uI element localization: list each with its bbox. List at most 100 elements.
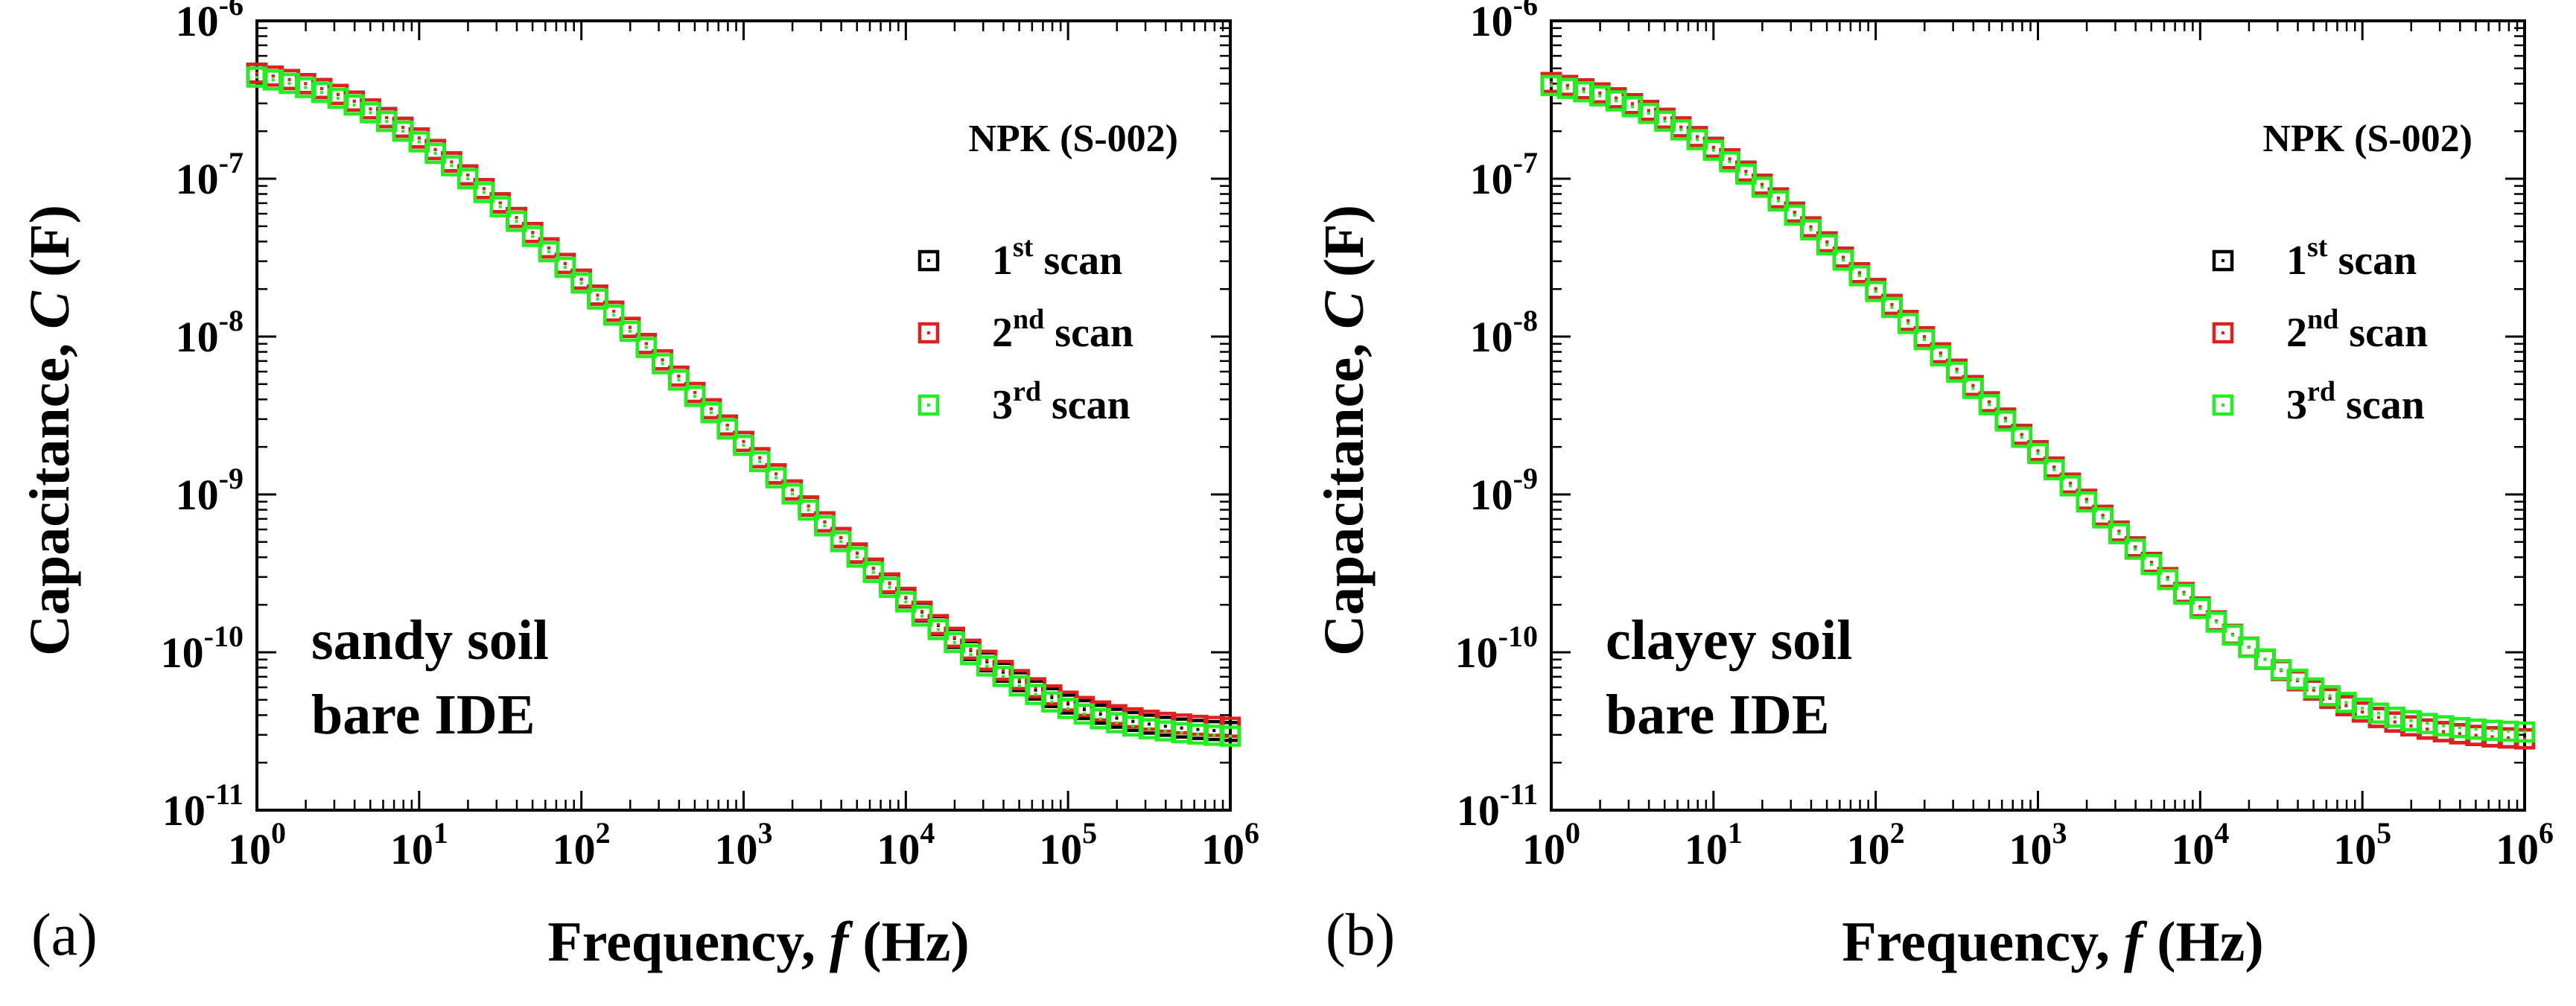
legend-sup: nd [1013,304,1044,335]
data-point-dot [482,191,486,194]
tick-base: 10 [1470,155,1513,203]
legend-marker-dot [2222,404,2224,407]
x-tick-label: 102 [553,816,611,873]
data-point-dot [2361,707,2364,710]
data-point-dot [2198,607,2202,611]
data-point-dot [1148,727,1151,730]
data-point-dot [2393,716,2397,719]
data-point-dot [693,391,697,395]
data-point-dot [2507,736,2510,739]
data-point-dot [1793,213,1796,217]
data-point-dot [2458,732,2461,736]
legend-marker-dot [927,404,930,407]
x-tick-label: 105 [2333,816,2391,873]
legend-sup: rd [2307,376,2335,407]
data-point [1735,163,1757,185]
legend-label-2: 2nd scan [2286,304,2428,356]
data-point-dot [855,555,859,559]
x-tick-label: 100 [1522,816,1580,873]
data-point-dot [1066,702,1070,706]
x-tick-label: 101 [1685,816,1743,873]
legend-marker-2 [917,322,940,344]
data-point-dot [2003,416,2007,420]
data-point-dot [1115,716,1119,720]
data-point-dot [2134,545,2137,549]
data-point-dot [888,585,891,589]
data-point-dot [1647,112,1650,115]
tick-base: 10 [715,825,758,873]
data-point-dot [1002,669,1005,672]
x-axis-title-base: Frequency, [1842,911,2124,973]
tick-base: 10 [1457,786,1500,835]
tick-base: 10 [553,825,596,873]
data-point-dot [2312,686,2315,690]
sample-label-line: bare IDE [1606,684,1830,746]
legend-sup: st [1013,232,1034,263]
data-point [830,531,852,553]
x-tick-label: 101 [390,816,448,873]
data-point [1832,249,1854,271]
legend-num: 3 [992,382,1013,428]
data-point-dot [742,444,745,448]
y-axis-unit: (F) [1313,205,1376,291]
tick-exponent: -11 [206,777,244,811]
data-point-dot [401,126,405,130]
data-point-dot [515,220,518,223]
x-axis-title: Frequency, f (Hz) [547,911,969,973]
data-point-dot [888,581,891,585]
x-ticks [255,21,1232,810]
y-axis-title: Capacitance, C (F) [1313,205,1376,656]
y-tick-label: 10-10 [1455,620,1538,677]
data-point [602,304,625,326]
data-point-dot [466,177,470,181]
data-point-dot [2052,468,2056,471]
data-point-dot [1098,717,1102,721]
y-tick-label: 10-6 [176,0,244,45]
tick-base: 10 [176,313,219,361]
tick-base: 10 [1201,825,1244,873]
data-point-dot [2474,728,2478,731]
data-point [635,337,658,358]
data-point-dot [2182,592,2186,596]
tick-exponent: 4 [2214,816,2229,850]
data-point-dot [1598,94,1602,98]
data-point-dot [304,86,308,89]
tick-base: 10 [1470,313,1513,361]
data-point-dot [271,78,275,82]
data-point-dot [709,407,713,411]
tick-exponent: -8 [219,304,244,337]
data-point-dot [1696,138,1699,141]
data-point-dot [531,235,535,238]
data-point-dot [1647,109,1650,112]
data-point-dot [1728,160,1731,164]
tick-base: 10 [877,825,920,873]
data-point [2011,427,2032,448]
data-point-dot [2393,720,2397,724]
data-point-dot [904,596,908,599]
legend-marker-dot [2222,331,2224,334]
data-point-dot [1679,128,1683,132]
tick-base: 10 [2496,825,2539,873]
data-point [862,561,885,583]
data-point-dot [1550,83,1553,87]
data-point-dot [2458,726,2461,730]
data-point-dot [612,313,616,317]
data-point-dot [1906,322,1910,325]
legend-num: 2 [992,310,1013,356]
x-tick-label: 104 [877,816,935,873]
data-point-dot [1663,119,1667,123]
tick-exponent: 5 [1082,816,1097,850]
data-point [1994,410,2017,432]
data-point-dot [2328,696,2332,700]
data-point-dot [417,136,421,140]
data-point [489,196,511,217]
data-point-dot [547,250,551,254]
data-point [2157,569,2179,590]
data-point [1219,725,1241,747]
data-point [2059,475,2082,497]
data-point-dot [2020,433,2023,436]
data-point [2027,442,2049,465]
tick-exponent: 1 [433,816,448,850]
data-point-dot [352,99,356,103]
data-point-dot [1082,707,1086,711]
